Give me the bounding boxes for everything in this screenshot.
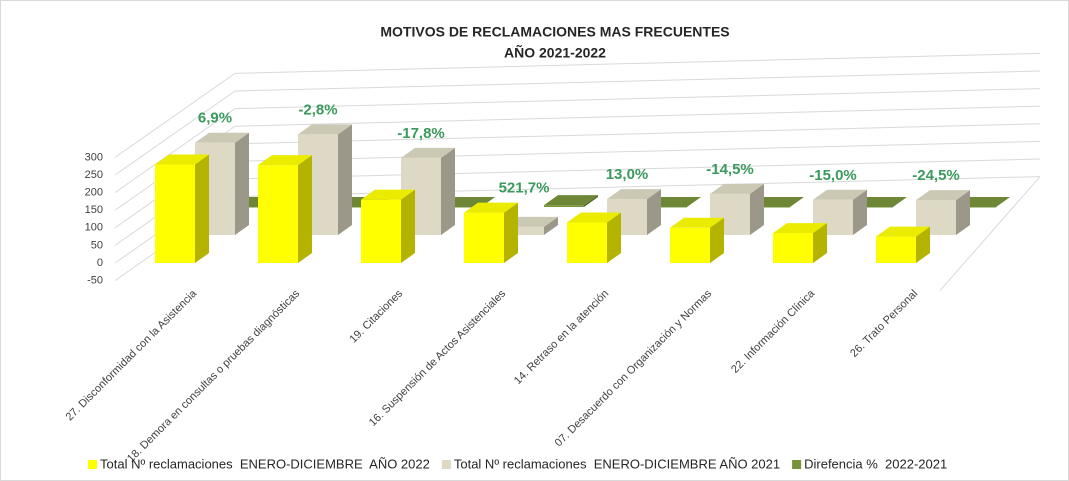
bar bbox=[441, 207, 481, 208]
bar-side bbox=[813, 223, 827, 263]
bar-top bbox=[813, 189, 867, 200]
bar-side bbox=[916, 226, 930, 263]
grid-line bbox=[234, 140, 1041, 162]
grid-line bbox=[114, 90, 236, 176]
grid-line bbox=[114, 72, 236, 158]
chart-subtitle: AÑO 2021-2022 bbox=[504, 44, 606, 61]
bar bbox=[504, 226, 544, 235]
bar bbox=[670, 227, 710, 263]
y-tick-label: 0 bbox=[97, 257, 103, 269]
bar-top bbox=[544, 195, 598, 206]
data-label: -15,0% bbox=[809, 167, 857, 184]
bar-top bbox=[298, 124, 352, 135]
bar-side bbox=[338, 124, 352, 235]
bar-top bbox=[876, 226, 930, 237]
bar-side bbox=[853, 189, 867, 235]
bar-side bbox=[607, 212, 621, 263]
grid-line bbox=[234, 158, 1041, 180]
bar-side bbox=[195, 154, 209, 263]
y-tick-label: -50 bbox=[87, 275, 103, 287]
bar bbox=[361, 199, 401, 263]
data-label: -2,8% bbox=[298, 101, 337, 118]
bar-side bbox=[401, 189, 415, 263]
data-label: 6,9% bbox=[198, 110, 232, 127]
bar bbox=[876, 236, 916, 263]
data-label: 521,7% bbox=[499, 180, 550, 197]
legend-swatch bbox=[792, 460, 802, 469]
grid-line bbox=[234, 52, 1041, 74]
legend-label: Total Nº reclamaciones ENERO-DICIEMBRE A… bbox=[100, 456, 430, 471]
bar bbox=[567, 222, 607, 263]
bar bbox=[544, 205, 584, 207]
bar-top bbox=[607, 189, 661, 200]
y-tick-label: 50 bbox=[91, 239, 103, 251]
y-tick-label: 300 bbox=[85, 151, 103, 163]
grid-line bbox=[234, 70, 1041, 92]
bar-side bbox=[893, 197, 907, 208]
bar-side bbox=[956, 190, 970, 235]
legend-swatch bbox=[88, 460, 97, 469]
bar bbox=[956, 207, 996, 208]
bar-top bbox=[258, 155, 312, 166]
bar bbox=[853, 207, 893, 208]
legend-label: Direfencia % 2022-2021 bbox=[804, 456, 947, 471]
grid-line bbox=[234, 105, 1041, 127]
bar-side bbox=[996, 197, 1010, 208]
bar-side bbox=[647, 189, 661, 235]
bar-side bbox=[441, 147, 455, 235]
floor-edge bbox=[939, 176, 1041, 291]
bar-top bbox=[464, 202, 518, 213]
legend-label: Total Nº reclamaciones ENERO-DICIEMBRE A… bbox=[454, 456, 780, 471]
bar-side bbox=[687, 196, 701, 207]
y-tick-label: 150 bbox=[85, 204, 103, 216]
bar bbox=[464, 212, 504, 263]
y-tick-label: 250 bbox=[85, 169, 103, 181]
bar-side bbox=[544, 216, 558, 235]
bar bbox=[773, 233, 813, 263]
bar-top bbox=[195, 132, 249, 143]
bar-top bbox=[155, 154, 209, 165]
y-tick-label: 100 bbox=[85, 222, 103, 234]
grid-line bbox=[114, 108, 236, 194]
bar bbox=[750, 207, 790, 208]
grid-line bbox=[234, 123, 1041, 145]
bar-top bbox=[401, 147, 455, 158]
bar-top bbox=[773, 223, 827, 234]
legend-swatch bbox=[441, 460, 451, 469]
bar bbox=[258, 165, 298, 263]
bar-top bbox=[670, 217, 724, 228]
bar-side bbox=[584, 195, 598, 207]
bar bbox=[338, 207, 378, 208]
bar bbox=[647, 206, 687, 208]
bar-top bbox=[916, 190, 970, 201]
bar-top bbox=[567, 212, 621, 223]
bar-side bbox=[710, 217, 724, 263]
bar bbox=[155, 164, 195, 263]
chart-title: MOTIVOS DE RECLAMACIONES MAS FRECUENTES bbox=[380, 24, 729, 40]
grid-line bbox=[234, 88, 1041, 110]
data-label: -24,5% bbox=[912, 167, 960, 184]
data-label: -17,8% bbox=[397, 125, 445, 142]
bar-side bbox=[790, 197, 804, 208]
bar-side bbox=[750, 183, 764, 235]
bar-side bbox=[235, 132, 249, 235]
bar-side bbox=[298, 155, 312, 263]
grid-line bbox=[234, 176, 1041, 198]
bar-side bbox=[504, 202, 518, 263]
bar bbox=[235, 206, 275, 208]
bar-top bbox=[710, 183, 764, 194]
bar-top bbox=[361, 189, 415, 200]
data-label: -14,5% bbox=[706, 161, 754, 178]
data-label: 13,0% bbox=[606, 166, 649, 183]
y-tick-label: 200 bbox=[85, 187, 103, 199]
